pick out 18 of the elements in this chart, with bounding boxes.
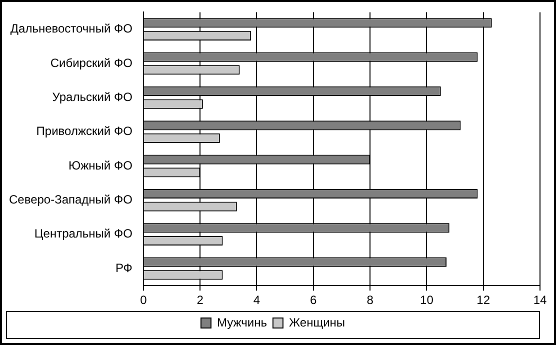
y-tick-label: Сибирский ФО <box>50 56 132 70</box>
x-tick-label: 4 <box>253 293 260 308</box>
x-tick-label: 2 <box>196 293 204 308</box>
x-tick-label: 10 <box>420 293 434 308</box>
y-tick-label: Южный ФО <box>68 158 132 172</box>
x-tick-label: 14 <box>533 293 547 308</box>
y-tick-label: Приволжский ФО <box>36 124 132 138</box>
y-tick-label: РФ <box>115 260 132 275</box>
y-tick-label: Дальневосточный ФО <box>10 22 132 36</box>
x-tick-label: 12 <box>476 293 490 308</box>
legend-label: Мужчинь <box>216 315 267 330</box>
y-tick-label: Уральский ФО <box>52 90 132 104</box>
x-tick-label: 6 <box>310 293 318 308</box>
y-tick-label: Северо-Западный ФО <box>8 192 132 206</box>
x-tick-label: 0 <box>140 293 148 308</box>
legend-label: Женщины <box>288 315 346 330</box>
x-tick-label: 8 <box>366 293 374 308</box>
y-tick-label: Центральный ФО <box>34 226 132 241</box>
